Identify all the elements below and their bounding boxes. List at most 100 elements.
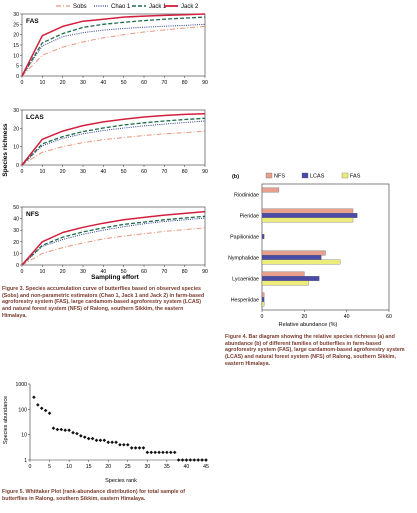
y-tick-label: 0: [16, 74, 19, 80]
category-label: Hesperiidae: [231, 298, 259, 304]
category-label: Papilionidae: [230, 235, 259, 241]
bar-nfs: [261, 208, 354, 214]
x-tick-label: 60: [141, 169, 147, 175]
series-line-chao-1: [21, 120, 206, 166]
bar-fas: [261, 301, 265, 307]
data-point: [188, 458, 193, 462]
figure3-accumulation-curves: Sobs Chao 1 Jack 1 Jack 2 FAS 0 5 10 15 20 25 30 0 1…: [2, 4, 208, 281]
panel-title: LCAS: [26, 114, 44, 121]
bar-lcas: [261, 276, 320, 281]
data-point: [176, 458, 181, 462]
panel-frame: [21, 206, 206, 266]
x-tick-label: 45: [203, 464, 209, 470]
y-tick-label: 25: [13, 22, 19, 28]
y-tick-label: 0: [16, 163, 19, 169]
data-point: [192, 458, 197, 462]
data-point: [71, 430, 75, 435]
data-point: [86, 436, 91, 441]
x-tick-label: 0: [21, 269, 24, 275]
x-tick-label: 40: [100, 169, 106, 175]
series-line-sobs: [21, 227, 206, 266]
data-point: [172, 450, 177, 455]
x-tick-label: 0: [261, 314, 264, 320]
x-tick-label: 80: [182, 169, 188, 175]
series-line-sobs: [21, 25, 206, 77]
data-point: [82, 435, 87, 439]
legend-label-jack-1: Jack 1: [149, 4, 167, 10]
series-line-jack-1: [21, 16, 206, 77]
y-tick-label: 30: [13, 228, 19, 234]
bar-nfs: [261, 292, 265, 298]
x-tick-label: 20: [301, 314, 307, 320]
y-tick-label: 30: [13, 12, 19, 18]
category-label: Pieridae: [240, 214, 259, 220]
data-point: [145, 450, 150, 455]
y-tick-label: 10: [13, 251, 19, 257]
x-tick-label: 5: [48, 464, 51, 470]
legend-label-chao-1: Chao 1: [111, 4, 131, 10]
figure4-legend: NFS LCAS FAS: [265, 172, 361, 180]
y-tick-label: 0: [16, 263, 19, 269]
x-tick-label: 70: [161, 80, 167, 86]
bar-nfs: [261, 250, 326, 256]
series-line-jack-2: [21, 210, 206, 266]
y-tick-label: 1000: [15, 382, 27, 388]
category-label: Riodinidae: [234, 193, 259, 199]
data-point: [125, 442, 130, 447]
figure5-caption: Figure 5. Whittaker Plot (rank-abundance…: [2, 489, 186, 502]
data-point: [110, 440, 114, 445]
series-line-chao-1: [21, 23, 206, 77]
data-point: [184, 458, 189, 462]
y-tick-label: 30: [13, 108, 19, 114]
panel-frame: [21, 13, 206, 77]
data-point: [36, 403, 40, 407]
x-tick-label: 50: [121, 169, 127, 175]
x-tick-label: 70: [161, 169, 167, 175]
data-point: [90, 436, 95, 441]
legend-swatch-nfs: [265, 172, 273, 179]
x-tick-label: 0: [21, 169, 24, 175]
figure4-family-bar-chart: (b) NFS LCAS FAS Riodinidae Pieridae Papilio…: [228, 172, 392, 328]
data-point: [200, 458, 204, 462]
y-tick-label: 5: [16, 64, 19, 70]
bar-lcas: [261, 255, 322, 260]
data-point: [63, 428, 67, 433]
figure3-x-axis-label: Sampling effort: [91, 274, 140, 281]
data-point: [129, 446, 134, 450]
x-tick-label: 80: [182, 80, 188, 86]
x-tick-label: 60: [141, 80, 147, 86]
x-tick-label: 20: [105, 464, 111, 470]
series-line-jack-1: [21, 117, 206, 166]
x-tick-label: 0: [29, 464, 32, 470]
x-tick-label: 20: [60, 269, 66, 275]
data-point: [137, 446, 142, 450]
panel-title: NFS: [26, 211, 40, 218]
data-point: [51, 426, 56, 430]
bar-lcas: [261, 234, 265, 239]
figure4-caption: Figure 4. Bar diagram showing the relati…: [225, 334, 405, 367]
x-tick-label: 30: [80, 169, 86, 175]
x-tick-label: 80: [182, 269, 188, 275]
x-tick-label: 40: [184, 464, 190, 470]
y-tick-label: 20: [13, 33, 19, 39]
figure3-legend: Sobs Chao 1 Jack 1 Jack 2: [56, 4, 199, 10]
panel-title: FAS: [26, 18, 39, 25]
plot-frame: [261, 183, 390, 311]
panel-frame: [21, 109, 206, 166]
legend-label-sobs: Sobs: [73, 4, 87, 10]
series-line-jack-2: [21, 13, 206, 77]
data-point: [114, 440, 118, 445]
bar-nfs: [261, 271, 305, 277]
x-tick-label: 50: [121, 80, 127, 86]
y-tick-label: 40: [13, 217, 19, 223]
bar-fas: [261, 217, 354, 223]
nfs-panel: NFS 0 10 20 30 40 50 0 10 20 30 40 50 60 70 80 90: [13, 205, 208, 275]
lcas-panel: LCAS 0 10 20 30 0 10 20 30 40 50 60 70 80 90: [13, 108, 208, 175]
bar-lcas: [261, 297, 265, 302]
figure5-x-axis-label: Species rank: [105, 478, 137, 484]
series-line-sobs: [21, 130, 206, 166]
y-tick-label: 20: [13, 240, 19, 246]
fas-panel: FAS 0 5 10 15 20 25 30 0 10 20 30 40 50 60 70 80 90: [13, 12, 208, 86]
data-point: [149, 450, 154, 455]
